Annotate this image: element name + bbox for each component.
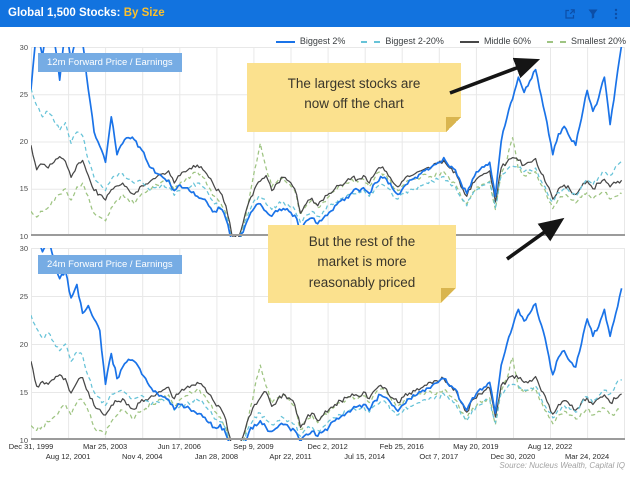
chart2-plot	[31, 248, 625, 441]
header-bar: Global 1,500 Stocks: By Size	[0, 0, 630, 27]
x-axis-label: Jul 15, 2014	[344, 451, 386, 461]
legend-label: Smallest 20%	[570, 36, 626, 46]
x-axis-label: Nov 4, 2004	[121, 451, 163, 461]
header-actions	[564, 0, 622, 27]
filter-icon[interactable]	[587, 8, 599, 20]
legend-swatch-biggest-2	[275, 40, 295, 43]
y-axis-label: 10	[19, 435, 28, 445]
legend-label: Biggest 2%	[299, 36, 346, 46]
y-axis-label: 10	[19, 231, 28, 241]
series-line-biggest-2-20	[31, 315, 623, 441]
more-options-icon[interactable]	[610, 8, 622, 20]
y-axis-label: 15	[19, 184, 28, 194]
x-axis-label: Aug 12, 2022	[527, 441, 573, 451]
legend-swatch-smallest-20	[546, 40, 566, 43]
series-line-smallest-20	[31, 137, 622, 237]
series-line-middle-60	[31, 361, 622, 441]
x-axis-label: Sep 9, 2009	[233, 441, 274, 451]
title-main: Global 1,500 Stocks:	[8, 7, 121, 19]
legend-item-biggest-2-20: Biggest 2-20%	[361, 36, 444, 46]
series-line-middle-60	[31, 145, 623, 237]
y-axis-label: 25	[19, 291, 28, 301]
y-axis-label: 25	[19, 89, 28, 99]
x-axis-label: Dec 2, 2012	[307, 441, 348, 451]
series-line-biggest-2	[40, 248, 623, 441]
source-credit: Source: Nucleus Wealth, Capital IQ	[499, 461, 625, 470]
x-axis-label: Mar 24, 2024	[565, 451, 610, 461]
x-axis-label: Jun 17, 2006	[157, 441, 201, 451]
x-axis-label: Dec 30, 2020	[490, 451, 536, 461]
y-axis-label: 30	[19, 42, 28, 52]
y-axis-label: 20	[19, 339, 28, 349]
x-axis-label: Aug 12, 2001	[45, 451, 91, 461]
legend-item-smallest-20: Smallest 20%	[546, 36, 626, 46]
export-icon[interactable]	[564, 8, 576, 20]
annotation-note-rest-of-market: But the rest of the market is more reaso…	[268, 225, 456, 303]
chart-legend: Biggest 2% Biggest 2-20% Middle 60% Smalles…	[275, 36, 626, 46]
y-axis-label: 20	[19, 137, 28, 146]
chart2-label: 24m Forward Price / Earnings	[38, 255, 182, 274]
x-axis-label: Apr 22, 2011	[269, 451, 312, 461]
legend-label: Middle 60%	[483, 36, 531, 46]
page-title: Global 1,500 Stocks: By Size	[8, 0, 165, 27]
plot-canvas	[31, 248, 625, 441]
title-highlight: By Size	[123, 7, 165, 19]
note1-fold-corner	[446, 117, 461, 132]
legend-swatch-middle-60	[459, 40, 479, 43]
y-axis-label: 30	[19, 243, 28, 253]
x-axis-label: Feb 25, 2016	[379, 441, 424, 451]
x-axis-label: Jan 28, 2008	[194, 451, 239, 461]
series-line-biggest-2-20	[31, 88, 623, 237]
legend-item-middle-60: Middle 60%	[459, 36, 531, 46]
series-line-smallest-20	[31, 356, 622, 441]
x-axis-label: May 20, 2019	[453, 441, 499, 451]
legend-swatch-biggest-2-20	[361, 40, 381, 43]
note2-fold-corner	[441, 288, 456, 303]
y-axis-label: 15	[19, 387, 28, 397]
x-axis-label: Oct 7, 2017	[419, 451, 459, 461]
x-axis-label: Mar 25, 2003	[83, 441, 128, 451]
annotation-note-largest-stocks: The largest stocks are now off the chart	[247, 63, 461, 132]
legend-label: Biggest 2-20%	[385, 36, 444, 46]
legend-item-biggest-2: Biggest 2%	[275, 36, 346, 46]
x-axis-label: Dec 31, 1999	[8, 441, 54, 451]
chart1-label: 12m Forward Price / Earnings	[38, 53, 182, 72]
